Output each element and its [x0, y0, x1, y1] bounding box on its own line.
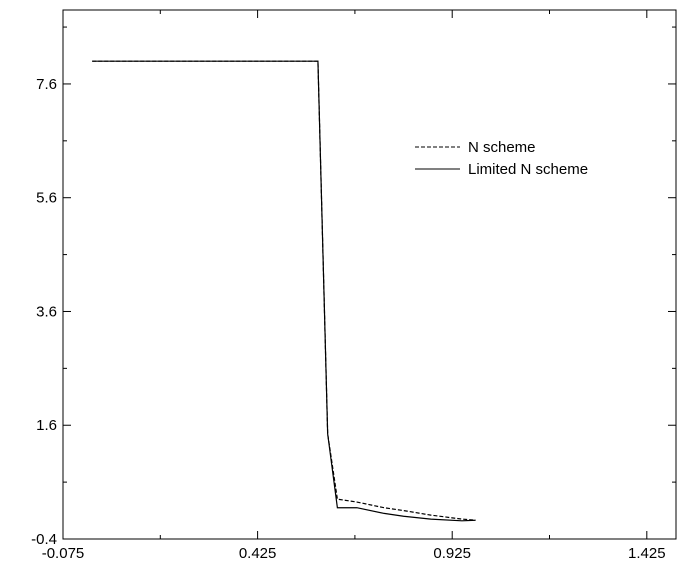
x-tick-label: 0.425: [239, 545, 277, 562]
x-tick-label: -0.075: [42, 545, 85, 562]
plot-frame: [62, 9, 677, 540]
x-tick-label: 1.425: [628, 545, 666, 562]
y-tick-label: 5.6: [36, 190, 57, 207]
y-tick-label: -0.4: [31, 531, 57, 548]
legend-label-n-scheme: N scheme: [468, 139, 536, 156]
axis-ticks: -0.075 0.425 0.925 1.425 -0.4 1.6 3.6 5.6 7.6: [31, 10, 676, 562]
y-tick-label: 1.6: [36, 417, 57, 434]
series-line-limited-n-scheme: [92, 60, 476, 522]
legend-label-limited-n-scheme: Limited N scheme: [468, 161, 588, 178]
y-tick-label: 7.6: [36, 76, 57, 93]
series-line-n-scheme: [92, 60, 476, 521]
x-tick-label: 0.925: [433, 545, 471, 562]
y-tick-label: 3.6: [36, 303, 57, 320]
legend: N scheme Limited N scheme: [415, 139, 588, 178]
series-lines: [92, 60, 476, 522]
